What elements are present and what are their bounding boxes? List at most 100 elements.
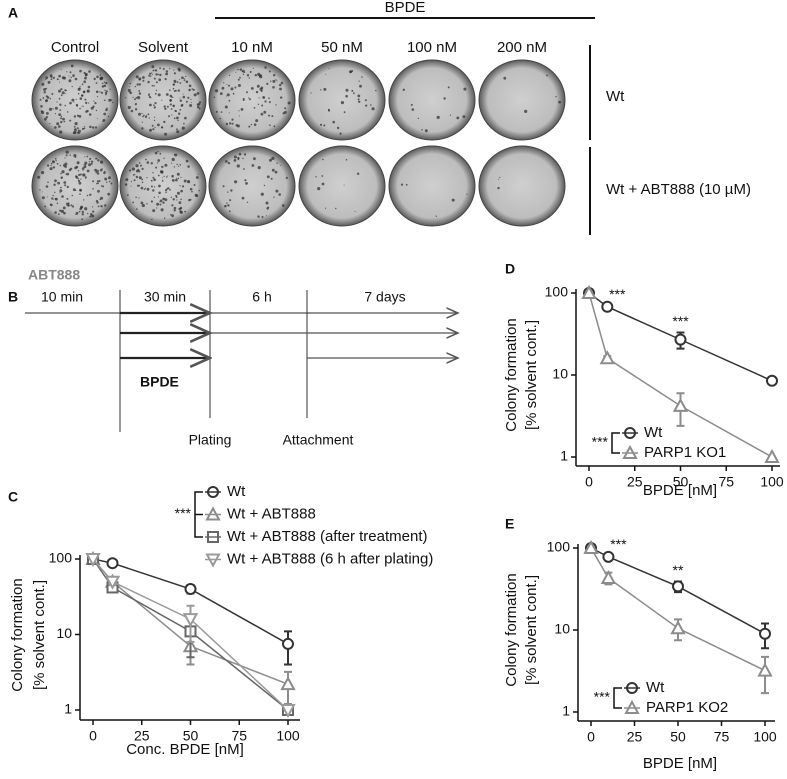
colony	[100, 185, 103, 187]
y-axis-label: [% solvent cont.]	[523, 575, 540, 685]
colony	[172, 96, 174, 99]
series-line	[92, 558, 289, 711]
colony	[96, 75, 99, 79]
colony	[177, 89, 180, 92]
colony	[39, 189, 41, 191]
event-label: Attachment	[283, 432, 354, 448]
colony	[172, 104, 174, 106]
colony	[172, 104, 175, 108]
colony	[345, 88, 349, 92]
colony	[185, 100, 188, 103]
dish	[478, 145, 566, 227]
colony	[375, 89, 377, 92]
colony	[164, 132, 168, 136]
series-line	[590, 547, 766, 672]
colony	[74, 122, 78, 126]
colony	[143, 188, 146, 190]
data-point	[672, 580, 684, 593]
colony	[153, 196, 156, 198]
colony	[234, 86, 237, 89]
colony	[181, 76, 184, 79]
colony	[164, 198, 168, 202]
colony	[163, 217, 166, 219]
colony	[144, 115, 148, 119]
colony	[162, 201, 165, 204]
colony	[60, 115, 63, 118]
colony	[197, 103, 201, 106]
colony	[70, 167, 73, 170]
colony	[107, 192, 111, 196]
colony	[102, 185, 105, 188]
colony	[155, 89, 158, 92]
colony	[152, 128, 155, 131]
colony	[87, 212, 89, 215]
column-label: 100 nM	[407, 39, 457, 56]
colony	[165, 93, 169, 96]
colony	[190, 101, 192, 103]
colony	[263, 110, 267, 114]
data-point	[106, 557, 119, 570]
legend-label: PARP1 KO2	[646, 699, 728, 716]
colony	[153, 119, 156, 122]
colony	[179, 108, 182, 111]
colony	[45, 99, 48, 103]
colony	[184, 210, 187, 213]
colony	[239, 76, 241, 79]
data-point	[581, 284, 597, 299]
colony	[56, 78, 59, 81]
colony	[237, 78, 240, 81]
colony	[92, 206, 94, 208]
colony	[76, 161, 80, 165]
colony	[193, 184, 196, 186]
colony	[70, 76, 72, 79]
y-axis-label: [% solvent cont.]	[523, 320, 540, 430]
colony	[232, 92, 235, 95]
colony	[250, 87, 254, 90]
colony	[60, 69, 62, 70]
colony	[49, 98, 52, 100]
colony	[45, 87, 48, 90]
x-tick-label: 75	[714, 729, 730, 745]
colony	[75, 176, 79, 179]
colony	[54, 113, 57, 115]
colony	[230, 189, 233, 192]
phase-label: 10 min	[41, 289, 83, 305]
colony	[63, 211, 66, 215]
colony	[335, 207, 337, 210]
y-tick-label: 10	[552, 366, 568, 382]
x-tick-label: 75	[231, 728, 247, 744]
colony	[75, 165, 79, 169]
colony	[340, 101, 344, 105]
colony	[400, 183, 404, 186]
colony	[173, 209, 176, 212]
colony	[181, 185, 185, 188]
colony	[50, 162, 53, 165]
colony	[317, 187, 321, 191]
y-axis-label: Colony formation	[503, 318, 520, 431]
colony	[136, 208, 138, 210]
colony	[197, 173, 199, 175]
colony	[154, 126, 156, 129]
colony	[86, 169, 90, 173]
colony	[50, 164, 52, 167]
colony	[169, 103, 172, 106]
colony	[85, 101, 88, 105]
colony	[154, 116, 156, 118]
colony	[248, 77, 250, 79]
data-point	[602, 550, 615, 563]
colony	[95, 82, 98, 84]
colony	[99, 168, 103, 172]
dish	[31, 145, 119, 227]
colony	[159, 73, 162, 77]
colony	[181, 126, 185, 130]
colony	[155, 73, 158, 76]
colony	[261, 104, 264, 107]
colony	[138, 79, 140, 81]
colony	[228, 74, 231, 77]
phase-label: 7 days	[364, 289, 405, 305]
colony	[447, 86, 450, 89]
colony	[72, 205, 75, 208]
dish	[388, 59, 476, 141]
colony	[108, 180, 111, 183]
colony	[279, 87, 282, 91]
